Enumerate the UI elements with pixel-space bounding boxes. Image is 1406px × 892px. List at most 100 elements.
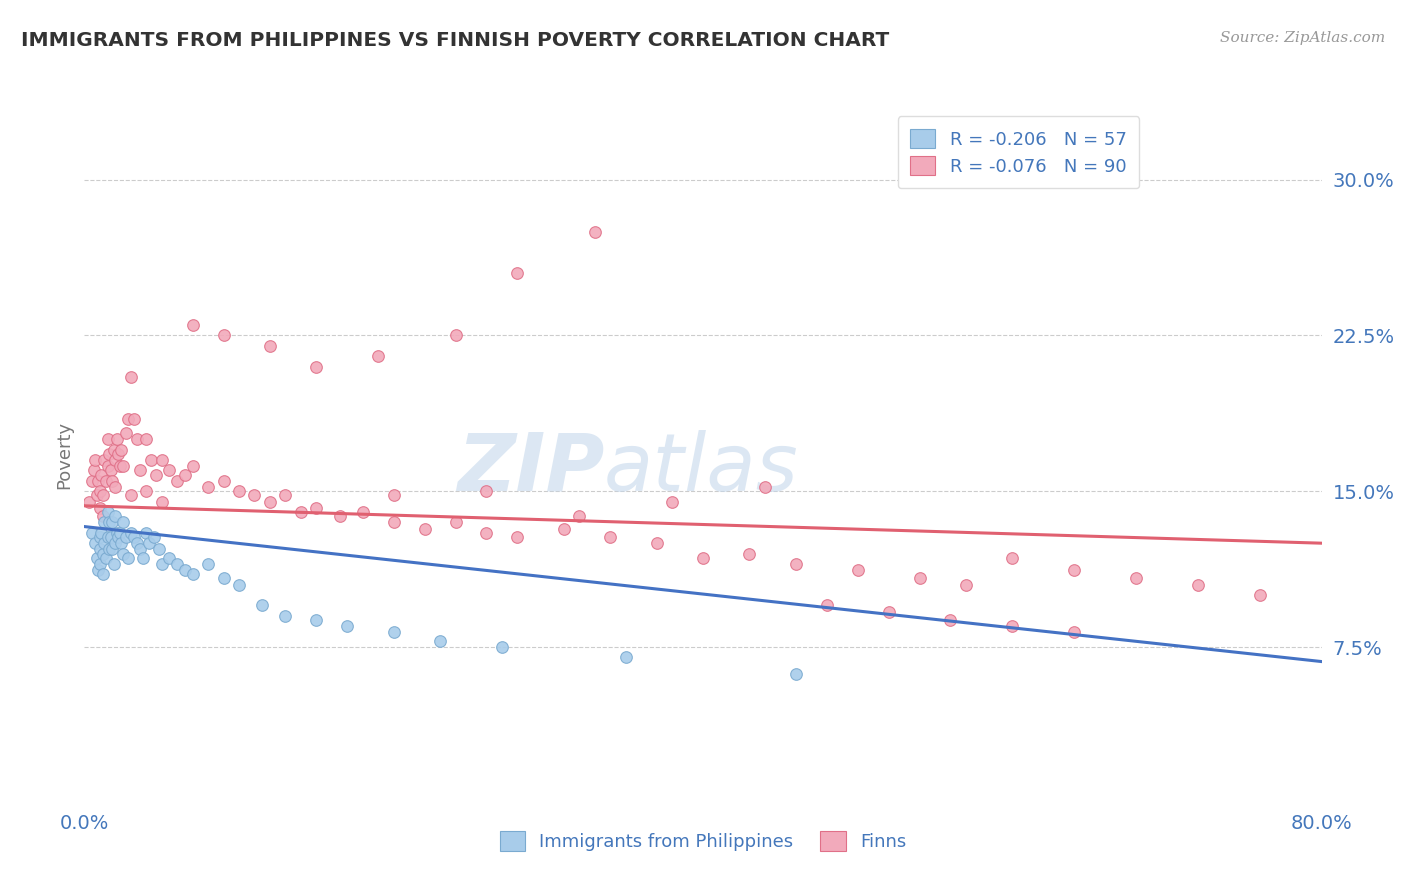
Point xyxy=(89,530,111,544)
Point xyxy=(645,536,668,550)
Point xyxy=(212,572,235,586)
Point xyxy=(107,530,129,544)
Point xyxy=(382,516,405,530)
Point xyxy=(150,453,173,467)
Point xyxy=(100,463,122,477)
Point xyxy=(692,550,714,565)
Point xyxy=(122,530,145,544)
Point xyxy=(96,459,118,474)
Point xyxy=(228,578,250,592)
Point xyxy=(91,488,114,502)
Point xyxy=(444,516,467,530)
Point xyxy=(84,453,107,467)
Point xyxy=(86,488,108,502)
Text: Source: ZipAtlas.com: Source: ZipAtlas.com xyxy=(1219,31,1385,45)
Point xyxy=(259,494,281,508)
Point xyxy=(122,411,145,425)
Point xyxy=(506,266,529,280)
Point xyxy=(955,578,977,592)
Point xyxy=(117,411,139,425)
Point xyxy=(1125,572,1147,586)
Point xyxy=(568,509,591,524)
Point xyxy=(91,509,114,524)
Point xyxy=(212,474,235,488)
Point xyxy=(305,359,328,374)
Point xyxy=(101,474,124,488)
Point xyxy=(143,530,166,544)
Point xyxy=(228,484,250,499)
Text: ZIP: ZIP xyxy=(457,430,605,508)
Point xyxy=(785,557,807,571)
Point xyxy=(614,650,637,665)
Point xyxy=(352,505,374,519)
Text: IMMIGRANTS FROM PHILIPPINES VS FINNISH POVERTY CORRELATION CHART: IMMIGRANTS FROM PHILIPPINES VS FINNISH P… xyxy=(21,31,890,50)
Point xyxy=(259,339,281,353)
Point xyxy=(506,530,529,544)
Point xyxy=(336,619,359,633)
Point xyxy=(115,530,138,544)
Point xyxy=(150,557,173,571)
Point xyxy=(86,550,108,565)
Point xyxy=(475,484,498,499)
Point xyxy=(112,516,135,530)
Point xyxy=(94,474,117,488)
Point xyxy=(91,567,114,582)
Point xyxy=(908,572,931,586)
Point xyxy=(785,667,807,681)
Point xyxy=(96,530,118,544)
Point xyxy=(181,318,204,332)
Point xyxy=(148,542,170,557)
Point xyxy=(583,225,606,239)
Point xyxy=(96,433,118,447)
Point xyxy=(197,480,219,494)
Point xyxy=(98,542,121,557)
Point xyxy=(754,480,776,494)
Point xyxy=(382,488,405,502)
Point xyxy=(105,433,128,447)
Point xyxy=(83,463,105,477)
Point xyxy=(103,442,125,457)
Point xyxy=(738,547,761,561)
Point xyxy=(274,608,297,623)
Point xyxy=(1063,625,1085,640)
Point xyxy=(138,536,160,550)
Point xyxy=(274,488,297,502)
Point xyxy=(290,505,312,519)
Point xyxy=(129,463,152,477)
Point xyxy=(444,328,467,343)
Point xyxy=(150,494,173,508)
Point xyxy=(117,550,139,565)
Point xyxy=(82,525,104,540)
Point xyxy=(1187,578,1209,592)
Point xyxy=(181,459,204,474)
Point xyxy=(125,536,148,550)
Point xyxy=(101,516,124,530)
Point xyxy=(661,494,683,508)
Point xyxy=(120,488,142,502)
Point xyxy=(87,563,110,577)
Point xyxy=(413,522,436,536)
Point xyxy=(166,474,188,488)
Text: atlas: atlas xyxy=(605,430,799,508)
Point xyxy=(197,557,219,571)
Point xyxy=(87,474,110,488)
Point xyxy=(135,433,157,447)
Point xyxy=(305,500,328,515)
Point xyxy=(120,525,142,540)
Point xyxy=(250,599,273,613)
Point xyxy=(104,480,127,494)
Point xyxy=(1001,550,1024,565)
Point xyxy=(382,625,405,640)
Point xyxy=(877,605,900,619)
Point xyxy=(89,557,111,571)
Point xyxy=(77,494,100,508)
Point xyxy=(115,426,138,441)
Point xyxy=(108,459,131,474)
Point xyxy=(129,542,152,557)
Point xyxy=(91,547,114,561)
Point xyxy=(135,525,157,540)
Point xyxy=(82,474,104,488)
Point xyxy=(939,613,962,627)
Point xyxy=(243,488,266,502)
Point xyxy=(93,453,115,467)
